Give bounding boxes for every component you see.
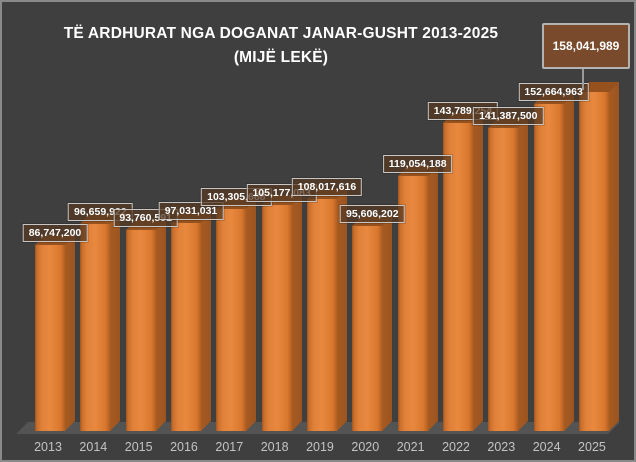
bar-front-face <box>352 225 383 431</box>
x-tick-2013: 2013 <box>34 440 62 454</box>
x-tick-2018: 2018 <box>260 440 289 454</box>
bar-2018 <box>261 195 302 431</box>
bar-2015 <box>125 219 166 431</box>
bar-2017 <box>216 199 257 431</box>
x-tick-2024: 2024 <box>532 440 561 454</box>
x-tick-2015: 2015 <box>124 440 153 454</box>
bar-2013 <box>35 234 75 431</box>
bar-2023 <box>488 117 529 431</box>
bar-side-face <box>472 112 483 431</box>
bar-side-face <box>65 234 75 431</box>
bar-2022 <box>442 112 483 431</box>
bar-2024 <box>533 93 574 431</box>
bar-side-face <box>608 82 619 431</box>
callout-2025: 158,041,989 <box>542 23 630 69</box>
bar-front-face <box>306 199 337 431</box>
bar-front-face <box>442 122 473 431</box>
chart-title-line2: (MIJË LEKË) <box>233 49 329 66</box>
value-label-2023: 141,387,500 <box>473 106 544 125</box>
chart-title: TË ARDHURAT NGA DOGANAT JANAR-GUSHT 2013… <box>2 22 560 70</box>
x-tick-2021: 2021 <box>396 440 425 454</box>
value-label-2024: 152,664,963 <box>518 82 589 101</box>
x-tick-2019: 2019 <box>306 440 334 454</box>
value-label-2016: 97,031,031 <box>158 201 224 220</box>
chart-title-line1: TË ARDHURAT NGA DOGANAT JANAR-GUSHT 2013… <box>63 25 499 42</box>
bar-side-face <box>382 215 393 431</box>
callout-value: 158,041,989 <box>552 39 620 53</box>
bar-front-face <box>170 222 201 431</box>
x-tick-2022: 2022 <box>442 440 470 454</box>
x-tick-2020: 2020 <box>351 440 380 454</box>
bar-front-face <box>578 92 609 431</box>
value-label-2021: 119,054,188 <box>382 154 453 173</box>
bar-front-face <box>125 229 156 431</box>
bar-side-face <box>427 165 438 431</box>
bar-2014 <box>80 213 121 431</box>
x-tick-2014: 2014 <box>79 440 108 454</box>
bar-side-face <box>291 195 302 431</box>
bar-side-face <box>110 213 121 431</box>
value-label-2013: 86,747,200 <box>22 223 88 242</box>
bar-2020 <box>352 215 393 431</box>
bar-front-face <box>488 127 519 431</box>
bar-front-face <box>261 205 292 431</box>
value-label-2019: 108,017,616 <box>291 178 363 197</box>
bar-side-face <box>336 189 347 431</box>
bar-side-face <box>155 219 166 431</box>
x-tick-2025: 2025 <box>578 440 606 454</box>
x-tick-2017: 2017 <box>215 440 244 454</box>
bar-side-face <box>563 93 574 431</box>
bar-side-face <box>246 199 257 431</box>
bar-side-face <box>200 212 211 431</box>
bar-2019 <box>306 189 347 431</box>
bar-front-face <box>533 103 564 431</box>
bar-front-face <box>80 223 111 431</box>
bar-front-face <box>35 244 65 431</box>
bar-side-face <box>518 117 529 431</box>
bar-2025 <box>578 82 619 431</box>
callout-leader-line <box>582 65 584 90</box>
bar-front-face <box>216 209 247 431</box>
x-tick-2016: 2016 <box>170 440 198 454</box>
bar-2016 <box>170 212 211 431</box>
value-label-2020: 95,606,202 <box>340 204 405 223</box>
x-tick-2023: 2023 <box>487 440 516 454</box>
